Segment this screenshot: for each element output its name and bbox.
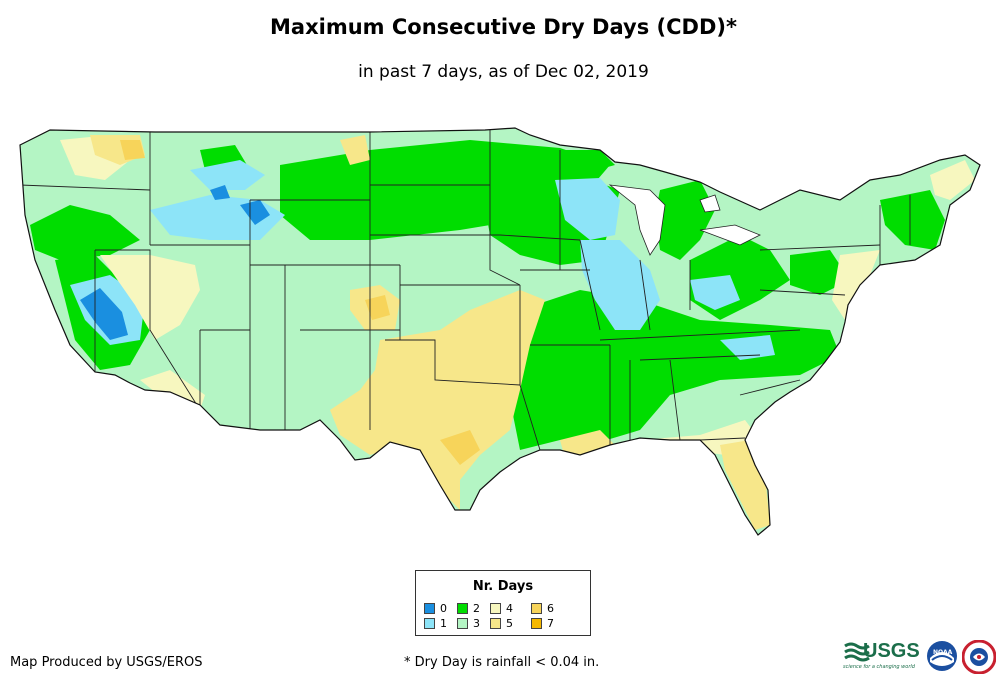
- usgs-wave-icon: [844, 642, 870, 662]
- legend-label-6: 6: [547, 602, 554, 615]
- footnote-text: * Dry Day is rainfall < 0.04 in.: [404, 655, 600, 670]
- legend-label-3: 3: [473, 617, 480, 630]
- legend-swatch-6: [531, 603, 542, 614]
- nws-emblem-icon: [961, 639, 997, 675]
- zone-2-days: [30, 140, 945, 450]
- map-subtitle: in past 7 days, as of Dec 02, 2019: [358, 62, 649, 82]
- zone-6-days: [120, 140, 480, 465]
- usgs-logo: USGS science for a changing world: [843, 640, 923, 674]
- legend-label-5: 5: [506, 617, 513, 630]
- legend-swatch-0: [424, 603, 435, 614]
- legend-swatch-5: [490, 618, 501, 629]
- legend-label-0: 0: [440, 602, 447, 615]
- state-borders: [20, 130, 911, 451]
- legend-label-1: 1: [440, 617, 447, 630]
- great-lakes: [608, 184, 761, 256]
- map-title: Maximum Consecutive Dry Days (CDD)*: [270, 15, 737, 39]
- legend-title: Nr. Days: [472, 579, 534, 594]
- usgs-wordmark: USGS: [863, 640, 920, 662]
- noaa-wordmark: NOAA: [933, 649, 953, 656]
- usgs-tagline: science for a changing world: [843, 664, 915, 670]
- legend-swatch-2: [457, 603, 468, 614]
- legend-swatch-3: [457, 618, 468, 629]
- noaa-emblem-icon: [927, 641, 957, 671]
- legend-label-4: 4: [506, 602, 513, 615]
- nws-logo: [961, 639, 997, 675]
- zone-0-days: [80, 185, 270, 340]
- conus-outline: [19, 127, 981, 536]
- noaa-logo: NOAA: [926, 640, 958, 672]
- legend-swatch-4: [490, 603, 501, 614]
- conus-land: [20, 128, 980, 535]
- legend: Nr. Days 0 1 2 3 4 5 6 7: [415, 570, 591, 636]
- legend-label-7: 7: [547, 617, 554, 630]
- legend-swatch-7: [531, 618, 542, 629]
- credit-text: Map Produced by USGS/EROS: [10, 655, 203, 670]
- legend-swatch-1: [424, 618, 435, 629]
- legend-label-2: 2: [473, 602, 480, 615]
